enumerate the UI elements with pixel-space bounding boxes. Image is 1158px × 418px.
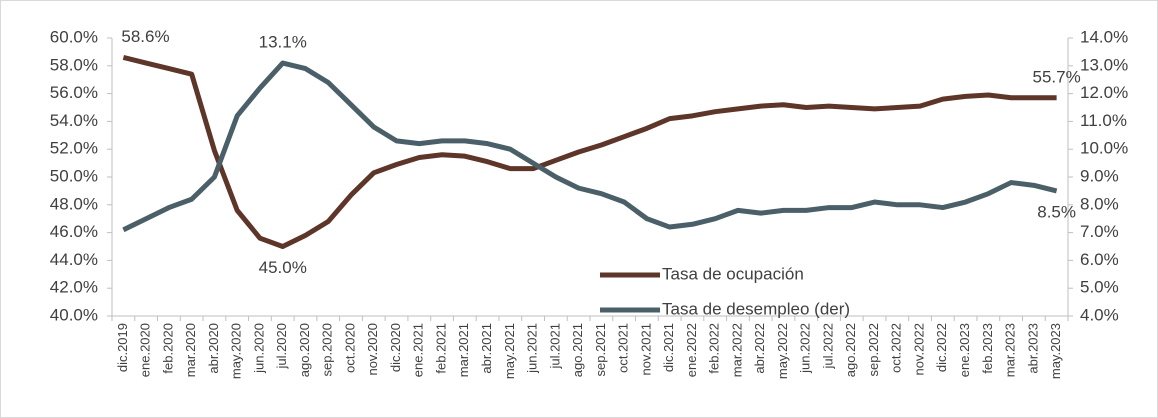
y-tick-label: 60.0% <box>50 27 98 46</box>
y2-tick-label: 7.0% <box>1080 222 1119 241</box>
y2-tick-label: 9.0% <box>1080 166 1119 185</box>
x-tick-label: dic.2021 <box>661 323 676 372</box>
legend-label: Tasa de ocupación <box>662 264 804 283</box>
x-tick-label: may.2022 <box>775 323 790 379</box>
y-tick-label: 46.0% <box>50 222 98 241</box>
x-tick-label: ene.2020 <box>138 323 153 377</box>
x-tick-label: may.2020 <box>229 323 244 379</box>
y2-tick-label: 13.0% <box>1080 55 1128 74</box>
x-tick-label: sep.2021 <box>593 323 608 377</box>
x-tick-label: abr.2021 <box>479 323 494 374</box>
x-tick-label: mar.2022 <box>729 323 744 377</box>
x-tick-label: abr.2023 <box>1025 323 1040 374</box>
x-tick-label: feb.2021 <box>433 323 448 374</box>
data-label: 45.0% <box>259 258 307 277</box>
x-tick-label: mar.2023 <box>1003 323 1018 377</box>
x-tick-label: feb.2020 <box>160 323 175 374</box>
x-tick-label: abr.2020 <box>206 323 221 374</box>
x-tick-label: may.2021 <box>502 323 517 379</box>
series-line <box>122 55 1057 249</box>
x-tick-label: jun.2021 <box>525 323 540 374</box>
y2-tick-label: 6.0% <box>1080 250 1119 269</box>
x-tick-label: mar.2021 <box>456 323 471 377</box>
x-tick-label: nov.2021 <box>638 323 653 376</box>
x-tick-label: abr.2022 <box>752 323 767 374</box>
y2-tick-label: 10.0% <box>1080 139 1128 158</box>
x-tick-label: ene.2023 <box>957 323 972 377</box>
y-tick-label: 54.0% <box>50 111 98 130</box>
legend-label: Tasa de desempleo (der) <box>662 299 850 318</box>
x-tick-label: ago.2020 <box>297 323 312 377</box>
y-tick-label: 56.0% <box>50 83 98 102</box>
x-tick-label: dic.2022 <box>934 323 949 372</box>
x-tick-label: jul.2022 <box>820 323 835 370</box>
y2-tick-label: 14.0% <box>1080 27 1128 46</box>
data-label: 8.5% <box>1037 202 1076 221</box>
y2-tick-label: 11.0% <box>1080 111 1127 130</box>
x-tick-label: nov.2022 <box>911 323 926 376</box>
data-label: 13.1% <box>259 33 307 52</box>
x-tick-label: ago.2022 <box>843 323 858 377</box>
x-tick-label: may.2023 <box>1048 323 1063 379</box>
x-tick-label: feb.2023 <box>980 323 995 374</box>
x-tick-label: jul.2021 <box>547 323 562 370</box>
y-tick-label: 42.0% <box>50 278 98 297</box>
y2-tick-label: 8.0% <box>1080 194 1119 213</box>
series-line <box>122 60 1058 233</box>
data-label: 58.6% <box>121 27 169 46</box>
data-label: 55.7% <box>1033 67 1081 86</box>
x-tick-label: nov.2020 <box>365 323 380 376</box>
y-tick-label: 52.0% <box>50 139 98 158</box>
x-tick-label: sep.2020 <box>320 323 335 377</box>
y2-tick-label: 5.0% <box>1080 278 1119 297</box>
x-tick-label: jun.2022 <box>798 323 813 374</box>
y2-tick-label: 4.0% <box>1080 305 1119 324</box>
y-tick-label: 40.0% <box>50 305 98 324</box>
y-tick-label: 44.0% <box>50 250 98 269</box>
y2-tick-label: 12.0% <box>1080 83 1128 102</box>
y-tick-label: 50.0% <box>50 166 98 185</box>
x-tick-label: jul.2020 <box>274 323 289 370</box>
y-tick-label: 58.0% <box>50 55 98 74</box>
x-tick-label: oct.2021 <box>616 323 631 373</box>
x-tick-label: oct.2022 <box>889 323 904 373</box>
x-tick-label: dic.2020 <box>388 323 403 372</box>
x-tick-label: jun.2020 <box>251 323 266 374</box>
x-tick-label: mar.2020 <box>183 323 198 377</box>
x-tick-label: ago.2021 <box>570 323 585 377</box>
x-tick-label: oct.2020 <box>342 323 357 373</box>
x-tick-label: ene.2022 <box>684 323 699 377</box>
x-tick-label: feb.2022 <box>707 323 722 374</box>
x-tick-label: sep.2022 <box>866 323 881 377</box>
y-tick-label: 48.0% <box>50 194 98 213</box>
x-tick-label: ene.2021 <box>411 323 426 377</box>
x-tick-label: dic.2019 <box>115 323 130 372</box>
